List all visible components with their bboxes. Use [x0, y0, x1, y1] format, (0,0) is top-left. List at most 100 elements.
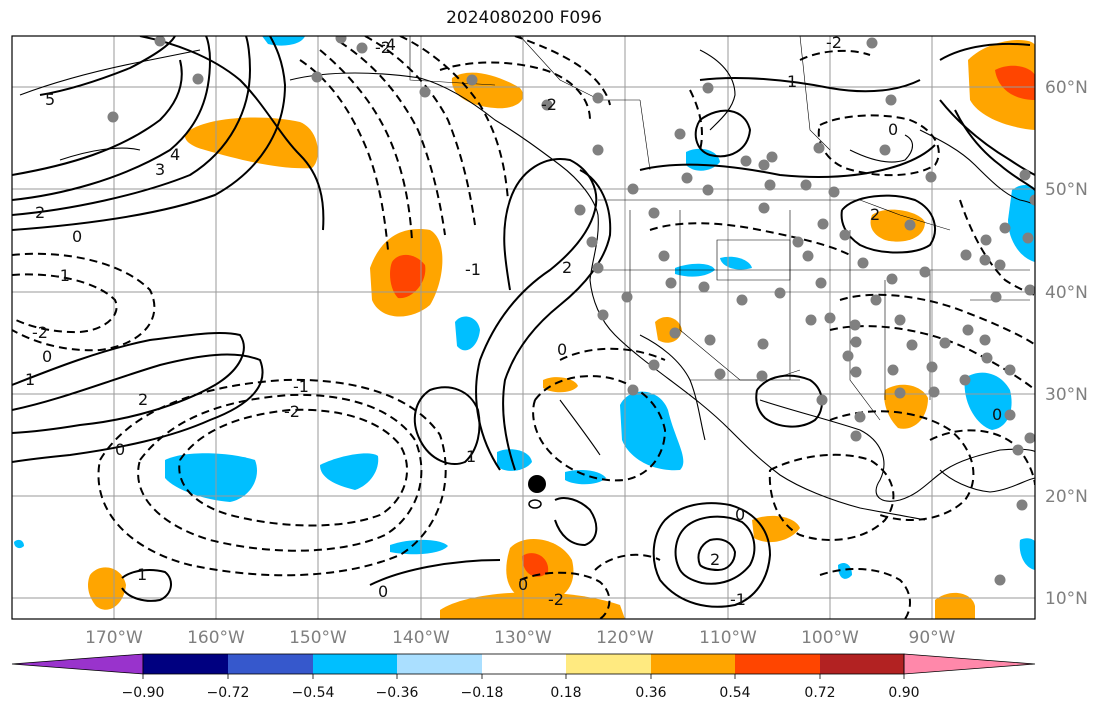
contour-label: -4 — [380, 35, 396, 54]
positive-anomaly-region — [88, 567, 126, 610]
contour-label: -1 — [293, 377, 309, 396]
colorbar-tick-label: 0.36 — [635, 685, 666, 701]
lon-label: 150°W — [289, 628, 347, 648]
contour-label: 2 — [138, 390, 148, 409]
station-markers — [107, 36, 1035, 586]
negative-anomaly-region — [1019, 538, 1035, 570]
map-title: 2024080200 F096 — [446, 8, 602, 28]
positive-anomaly-region — [543, 377, 578, 393]
colorbar-tick-label: −0.18 — [461, 685, 504, 701]
contour-label: 0 — [42, 347, 52, 366]
lon-label: 90°W — [909, 628, 956, 648]
contour-label: 0 — [72, 227, 82, 246]
latitude-labels: 60°N 50°N 40°N 30°N 20°N 10°N — [1045, 78, 1088, 609]
colorbar-tick-label: 0.90 — [888, 685, 919, 701]
contour-label: 0 — [735, 505, 745, 524]
negative-anomaly-region — [320, 453, 379, 490]
contour-label: -2 — [548, 590, 564, 609]
contour-label: -1 — [730, 590, 746, 609]
contour-label: -1 — [54, 266, 70, 285]
lat-label: 40°N — [1045, 283, 1088, 303]
negative-anomaly-region — [14, 539, 24, 549]
colorbar-tick-label: 0.18 — [550, 685, 581, 701]
negative-anomaly-region — [620, 391, 684, 471]
colorbar-tick-label: −0.90 — [122, 685, 165, 701]
lon-label: 100°W — [801, 628, 859, 648]
positive-anomaly-region — [440, 592, 625, 619]
lat-label: 50°N — [1045, 180, 1088, 200]
positive-anomaly-region — [935, 592, 975, 619]
map-frame — [11, 35, 1036, 620]
colorbar-tick-label: 0.54 — [719, 685, 750, 701]
colorbar-segment — [651, 654, 735, 674]
lon-label: 120°W — [596, 628, 654, 648]
lat-label: 10°N — [1045, 589, 1088, 609]
contour-label: 0 — [557, 340, 567, 359]
negative-anomaly-region — [455, 316, 480, 351]
contour-label: -1 — [465, 260, 481, 279]
contour-label: 2 — [710, 550, 720, 569]
contour-label: 1 — [787, 72, 797, 91]
small-contour-ring — [528, 499, 542, 509]
lon-label: 130°W — [494, 628, 552, 648]
negative-anomaly-region — [565, 470, 606, 485]
longitude-labels: 170°W 160°W 150°W 140°W 130°W 120°W 110°… — [85, 628, 956, 648]
lat-label: 30°N — [1045, 385, 1088, 405]
positive-anomaly-region — [995, 65, 1035, 100]
colorbar-tick-label: −0.72 — [207, 685, 250, 701]
contour-label: 0 — [378, 582, 388, 601]
colorbar-segment — [143, 654, 228, 674]
contour-label: 4 — [170, 145, 180, 164]
positive-anomaly-region — [884, 384, 928, 429]
contour-lines — [12, 36, 1035, 608]
colorbar-tick-label: −0.36 — [376, 685, 419, 701]
contour-label: 1 — [466, 447, 476, 466]
contour-label: 0 — [888, 120, 898, 139]
colorbar-segment — [566, 654, 651, 674]
contour-label: 0 — [992, 405, 1002, 424]
lat-label: 60°N — [1045, 78, 1088, 98]
lon-label: 140°W — [392, 628, 450, 648]
negative-anomaly-region — [390, 539, 448, 555]
coastlines — [19, 49, 1035, 521]
contour-label: 0 — [115, 440, 125, 459]
negative-anomaly-region — [838, 563, 852, 579]
contour-label: 1 — [25, 370, 35, 389]
contour-label: -2 — [541, 95, 557, 114]
colorbar-extend-high — [903, 653, 1036, 675]
colorbar-segment — [313, 654, 397, 674]
contour-label: 0 — [518, 575, 528, 594]
contour-label: -2 — [32, 323, 48, 342]
contour-label: 1 — [137, 565, 147, 584]
highlight-marker — [528, 475, 546, 493]
lon-label: 160°W — [187, 628, 245, 648]
positive-anomaly-region — [870, 209, 925, 242]
gridlines — [12, 36, 1035, 619]
colorbar-tick-label: −0.54 — [292, 685, 335, 701]
contour-labels: 5 4 3 2 0 -1 -2 0 1 2 -1 -2 0 1 0 -2 -4 … — [25, 33, 1002, 609]
colorbar-segment — [397, 654, 482, 674]
colorbar-extend-low — [11, 653, 144, 675]
positive-anomaly-region — [522, 553, 549, 577]
contour-label: 2 — [870, 205, 880, 224]
contour-label: 5 — [45, 90, 55, 109]
colorbar-segment — [482, 654, 566, 674]
colorbar-segment — [820, 654, 904, 674]
contour-label: -2 — [375, 38, 391, 57]
positive-anomaly-region — [390, 254, 426, 299]
contour-label: 3 — [155, 160, 165, 179]
lon-label: 110°W — [699, 628, 757, 648]
colorbar: −0.90 −0.72 −0.54 −0.36 −0.18 0.18 0.36 … — [11, 653, 1036, 701]
colorbar-segment — [735, 654, 820, 674]
negative-anomaly-region — [964, 372, 1012, 430]
contour-label: -2 — [826, 33, 842, 52]
positive-anomaly-region — [752, 515, 800, 543]
positive-anomaly-region — [185, 117, 318, 169]
colorbar-segment — [228, 654, 313, 674]
lon-label: 170°W — [85, 628, 143, 648]
lat-label: 20°N — [1045, 487, 1088, 507]
contour-label: -2 — [284, 402, 300, 421]
colorbar-tick-label: 0.72 — [804, 685, 835, 701]
contour-label: 2 — [35, 203, 45, 222]
